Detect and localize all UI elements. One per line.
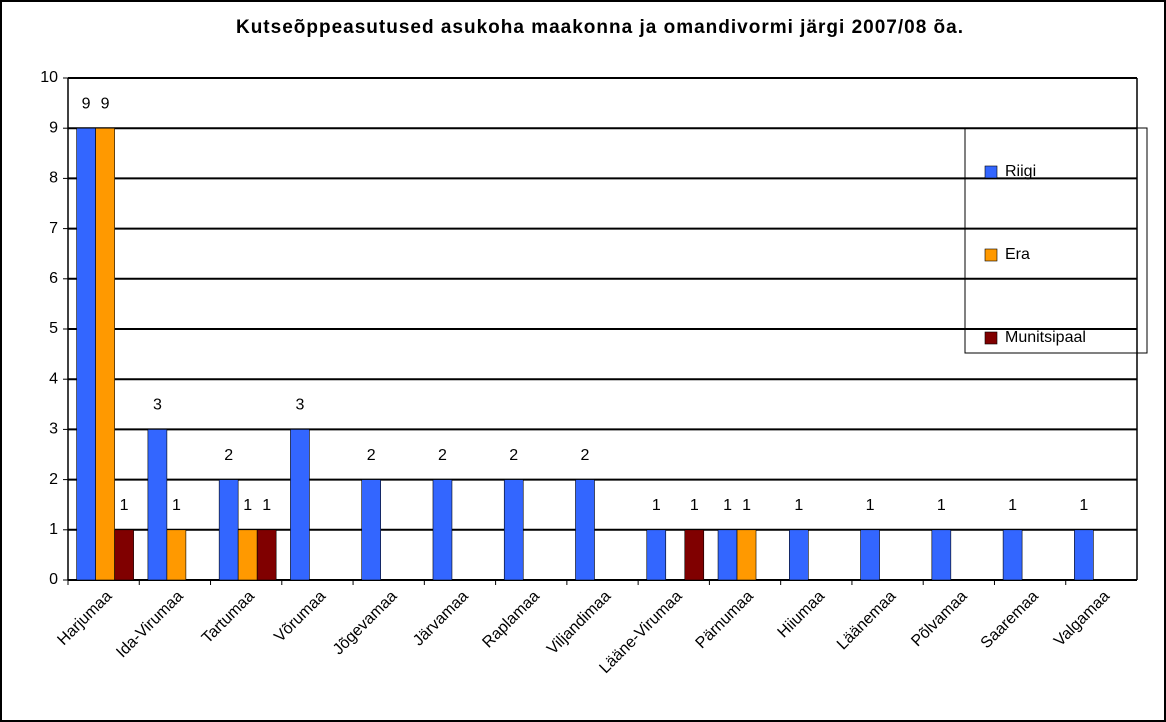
value-label: 9 (101, 95, 110, 112)
value-label: 1 (1079, 497, 1088, 514)
x-tick-label: Valgamaa (1051, 588, 1113, 650)
x-tick-label: Pärnumaa (693, 588, 757, 652)
value-label: 9 (82, 95, 91, 112)
bar (1002, 529, 1023, 581)
y-tick-label: 5 (49, 320, 58, 337)
bar (788, 529, 809, 581)
bar (717, 529, 738, 581)
x-tick-label: Võrumaa (271, 588, 329, 646)
value-label: 1 (243, 497, 252, 514)
bar (931, 529, 952, 581)
value-label: 1 (652, 497, 661, 514)
y-tick-label: 2 (49, 471, 58, 488)
bar (432, 479, 453, 581)
value-label: 1 (690, 497, 699, 514)
x-tick-label: Hiiumaa (775, 588, 829, 642)
value-label: 1 (794, 497, 803, 514)
value-label: 3 (295, 397, 304, 414)
bar (361, 479, 382, 581)
x-tick-label: Läänemaa (834, 588, 900, 654)
x-tick-label: Jõgevamaa (330, 588, 401, 659)
y-tick-label: 4 (49, 370, 58, 387)
y-tick-label: 9 (49, 119, 58, 136)
legend-label: Munitsipaal (1005, 329, 1086, 346)
legend-label: Riigi (1005, 163, 1036, 180)
value-label: 1 (723, 497, 732, 514)
value-label: 1 (1008, 497, 1017, 514)
bar (860, 529, 880, 581)
y-tick-label: 6 (49, 270, 58, 287)
y-tick-label: 3 (49, 421, 58, 438)
bar (684, 529, 705, 581)
x-tick-label: Tartumaa (199, 588, 258, 647)
value-label: 3 (153, 397, 162, 414)
legend-swatch (984, 331, 998, 345)
bar (646, 529, 667, 581)
bar (290, 429, 310, 581)
value-label: 2 (581, 447, 590, 464)
bar (1074, 529, 1094, 581)
bar (76, 127, 96, 581)
bar (503, 479, 524, 581)
legend-label: Era (1005, 246, 1030, 263)
legend-swatch (984, 165, 998, 179)
x-tick-label: Ida-Virumaa (113, 588, 187, 662)
bar (166, 529, 187, 581)
legend-swatch (984, 248, 998, 262)
bar (95, 127, 115, 581)
bar (736, 529, 757, 581)
value-label: 1 (172, 497, 181, 514)
bar (147, 429, 168, 581)
x-tick-label: Raplamaa (479, 588, 543, 652)
value-label: 2 (224, 447, 233, 464)
bar (256, 529, 277, 581)
x-tick-label: Viljandimaa (544, 588, 614, 658)
bar (575, 479, 595, 581)
legend-box (964, 127, 1148, 354)
value-label: 2 (367, 447, 376, 464)
value-label: 2 (509, 447, 518, 464)
value-label: 2 (438, 447, 447, 464)
bar (218, 479, 239, 581)
y-tick-label: 8 (49, 170, 58, 187)
value-label: 1 (866, 497, 875, 514)
y-tick-label: 0 (49, 571, 58, 588)
bar (114, 529, 134, 581)
value-label: 1 (120, 497, 129, 514)
value-label: 1 (937, 497, 946, 514)
y-tick-label: 7 (49, 220, 58, 237)
value-label: 1 (262, 497, 271, 514)
x-tick-label: Harjumaa (54, 588, 115, 649)
chart-title: Kutseõppeasutused asukoha maakonna ja om… (235, 17, 964, 38)
x-tick-label: Põlvamaa (908, 588, 970, 650)
y-tick-label: 10 (40, 69, 58, 86)
y-tick-label: 1 (49, 521, 58, 538)
bar (237, 529, 258, 581)
x-tick-label: Saaremaa (978, 588, 1042, 652)
x-tick-label: Järvamaa (410, 588, 472, 650)
value-label: 1 (742, 497, 751, 514)
